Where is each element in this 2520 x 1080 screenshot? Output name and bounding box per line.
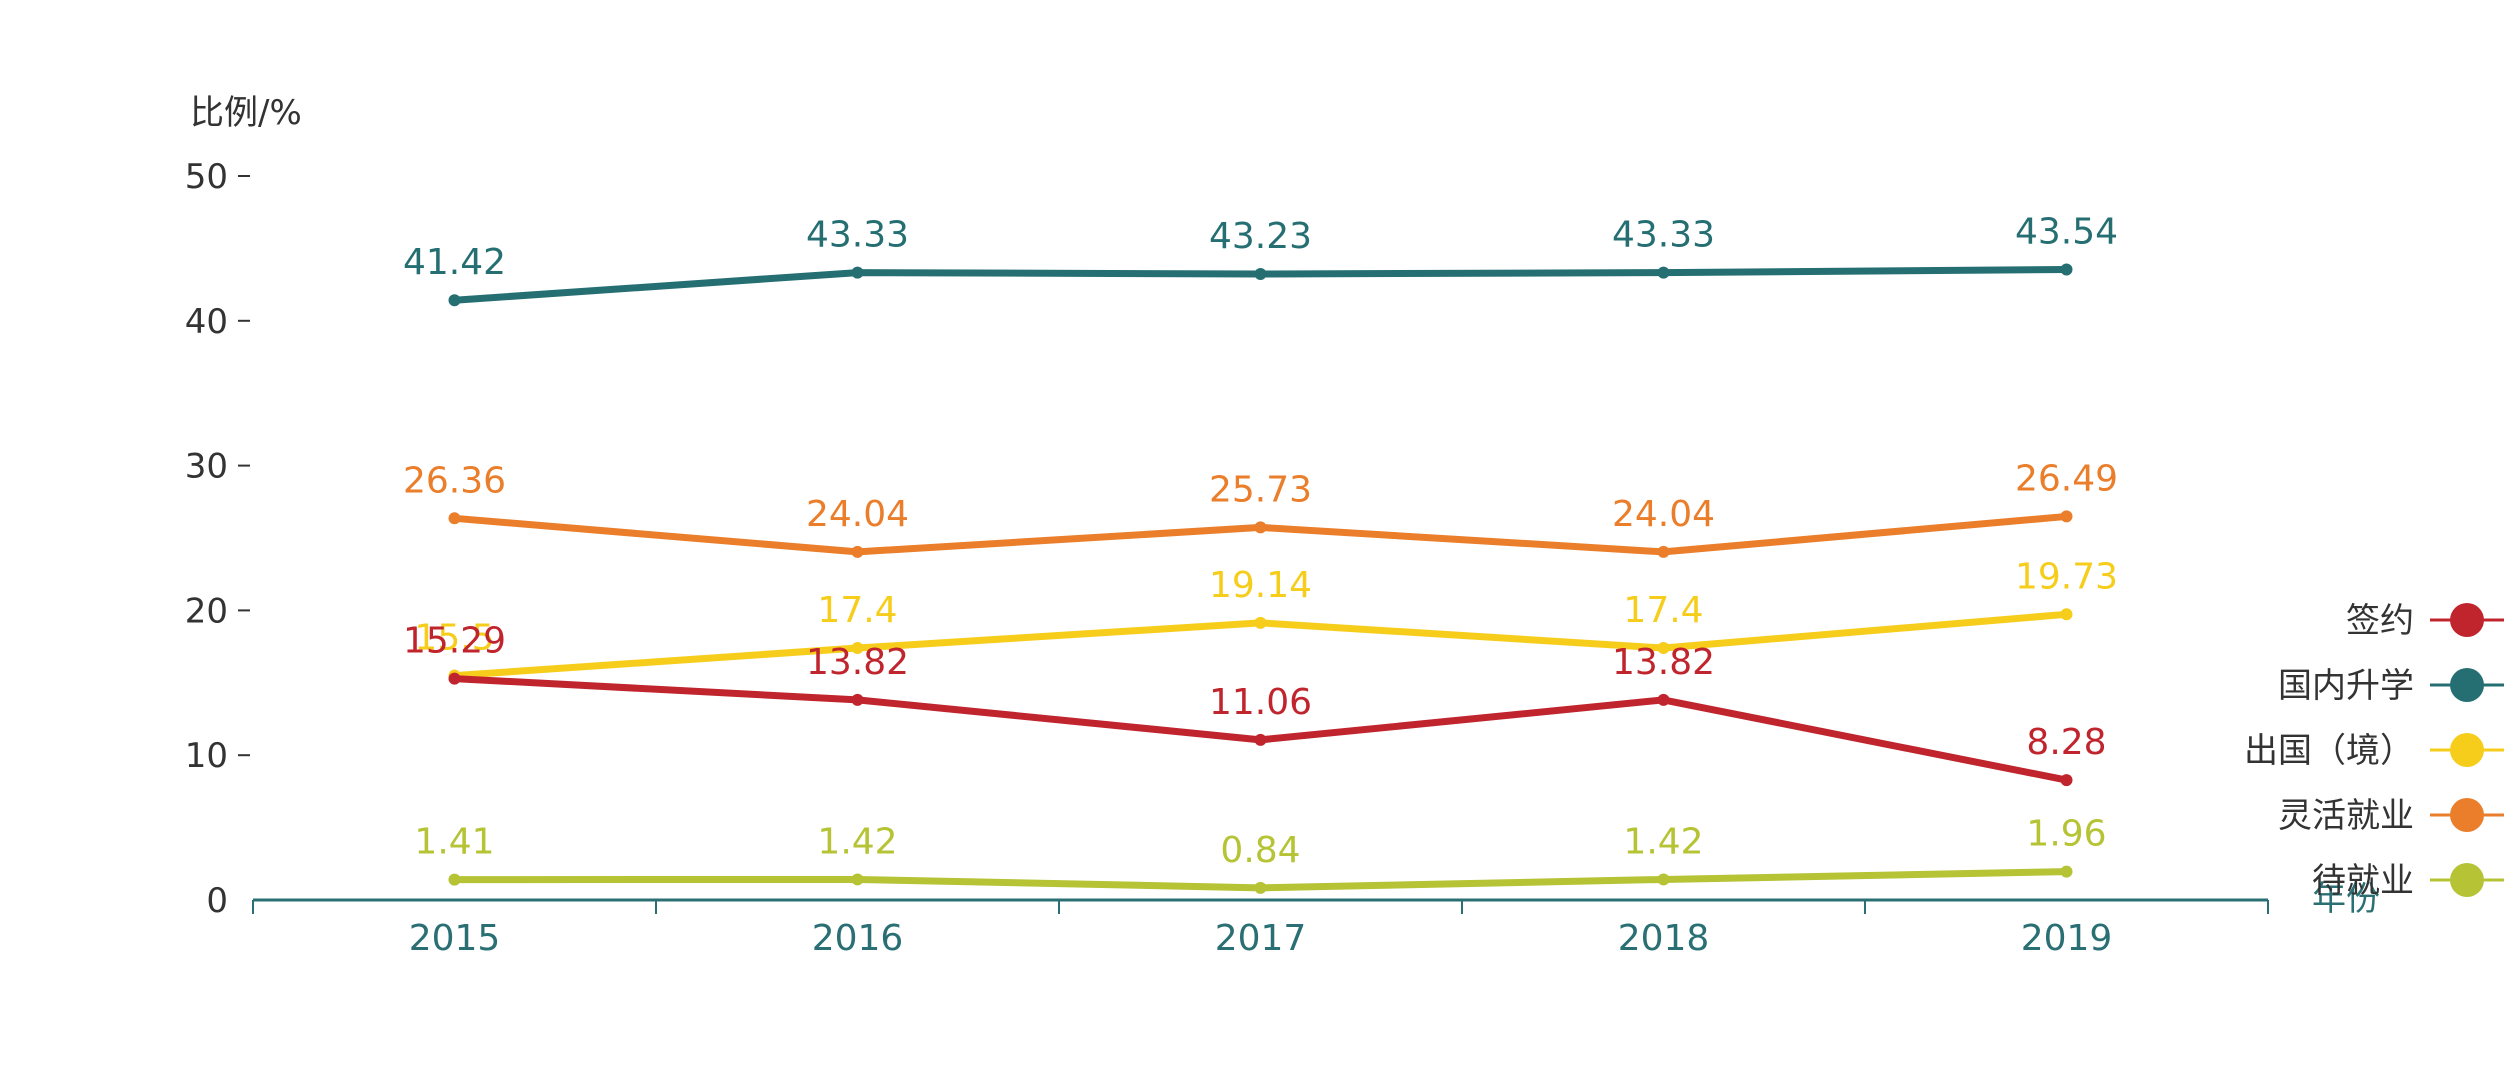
y-tick-label: 40 [185,302,228,342]
series-0: 15.29 13.82 11.06 13.82 8.28 [403,621,2107,787]
data-label: 24.04 [806,494,909,535]
data-label: 43.33 [1612,215,1715,256]
legend-label: 国内升学 [2278,666,2414,706]
data-point [851,873,864,886]
data-label: 15.29 [403,621,506,662]
data-label: 13.82 [806,642,909,683]
legend-item: 签约 [2346,601,2504,641]
data-point [2060,774,2073,787]
data-point [851,266,864,279]
y-tick-label: 20 [185,591,228,631]
data-label: 24.04 [1612,494,1715,535]
data-point [2060,865,2073,878]
data-point [1657,545,1670,558]
legend-marker [2450,603,2484,637]
data-point [448,873,461,886]
data-label: 11.06 [1209,682,1312,723]
x-axis: 2015 2016 2017 2018 2019 [252,898,2269,959]
x-axis-label: 年份 [2312,879,2380,919]
legend-item: 待就业 [2312,861,2504,901]
data-label: 43.54 [2015,212,2118,253]
data-point [2060,263,2073,276]
data-label: 1.96 [2026,814,2106,855]
data-label: 19.14 [1209,565,1312,606]
legend-label: 出国（境） [2244,731,2414,771]
data-point [2060,510,2073,523]
series-4: 1.41 1.42 0.84 1.42 1.96 [414,814,2107,894]
data-label: 15.5 [414,618,494,659]
data-point [1254,521,1267,534]
data-label: 1.41 [414,822,494,863]
x-tick-label: 2018 [1618,918,1710,959]
series-3: 26.36 24.04 25.73 24.04 26.49 [403,458,2118,558]
data-label: 41.42 [403,242,506,283]
x-tick-label: 2017 [1215,918,1307,959]
data-point [448,294,461,307]
data-point [1657,642,1670,655]
y-axis: 0 10 20 30 40 50 [185,157,250,921]
y-tick-label: 50 [185,157,228,197]
y-tick-label: 30 [185,447,228,487]
data-label: 0.84 [1220,830,1300,871]
data-label: 8.28 [2026,722,2106,763]
legend-item: 出国（境） [2244,731,2504,771]
legend-marker [2450,798,2484,832]
series-2: 15.5 17.4 19.14 17.4 19.73 [414,556,2118,682]
legend-label: 待就业 [2312,861,2414,901]
data-point [448,512,461,525]
legend-marker [2450,668,2484,702]
data-point [1254,881,1267,894]
y-tick-label: 10 [185,736,228,776]
data-label: 19.73 [2015,556,2118,597]
data-label: 1.42 [817,821,897,862]
data-point [448,672,461,685]
data-point [2060,608,2073,621]
legend-marker [2450,733,2484,767]
data-label: 43.33 [806,215,909,256]
data-point [851,642,864,655]
data-label: 1.42 [1623,821,1703,862]
legend-marker [2450,863,2484,897]
data-point [1254,268,1267,281]
data-point [1657,693,1670,706]
legend-item: 灵活就业 [2278,796,2504,836]
x-tick-label: 2015 [409,918,501,959]
data-label: 17.4 [817,590,897,631]
y-tick-label: 0 [206,881,228,921]
legend-item: 国内升学 [2278,666,2504,706]
data-label: 26.49 [2015,458,2118,499]
data-point [851,693,864,706]
data-label: 17.4 [1623,590,1703,631]
x-tick-label: 2019 [2021,918,2113,959]
x-tick-label: 2016 [812,918,904,959]
data-point [1254,616,1267,629]
data-point [1657,266,1670,279]
legend-label: 签约 [2346,601,2414,641]
data-point [1657,873,1670,886]
data-label: 13.82 [1612,642,1715,683]
data-label: 43.23 [1209,216,1312,257]
data-point [851,545,864,558]
legend-label: 灵活就业 [2278,796,2414,836]
data-label: 25.73 [1209,469,1312,510]
data-label: 26.36 [403,460,506,501]
data-point [1254,733,1267,746]
series-1: 41.42 43.33 43.23 43.33 43.54 [403,212,2118,307]
y-axis-label: 比例/% [190,93,302,133]
series-layer: 1.41 1.42 0.84 1.42 1.96 26.36 24.04 25.73 24.04… [403,212,2118,894]
